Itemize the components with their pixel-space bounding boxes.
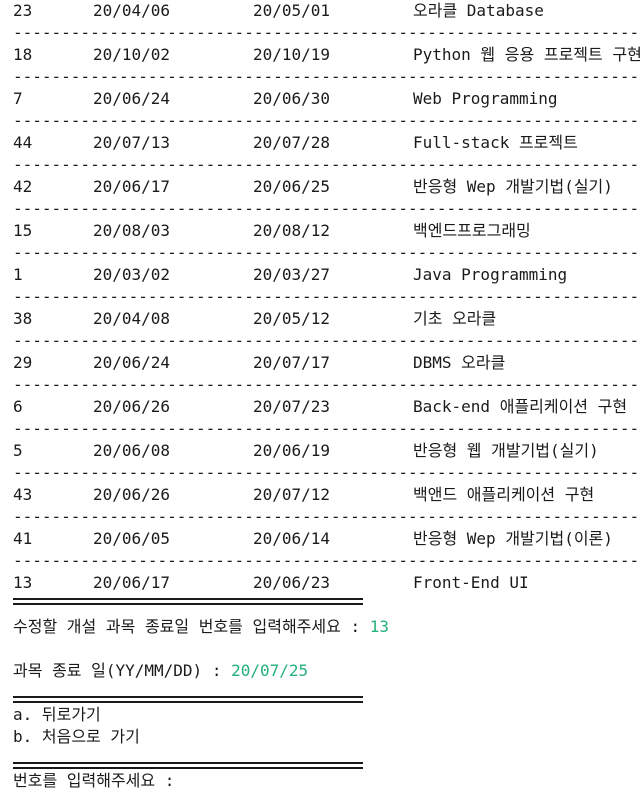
console-output: 23 20/04/06 20/05/01 오라클 Database ----------…: [13, 0, 640, 792]
course-end-date: 20/06/19: [253, 441, 331, 460]
table-row: 38 20/04/08 20/05/12 기초 오라클: [13, 308, 640, 330]
course-name: Java Programming: [413, 265, 568, 284]
double-separator: [13, 594, 640, 616]
table-row: 6 20/06/26 20/07/23 Back-end 애플리케이션 구현: [13, 396, 640, 418]
dashed-separator: ----------------------------------------…: [13, 155, 640, 174]
select-course-input[interactable]: 13: [369, 617, 390, 636]
dashed-separator: ----------------------------------------…: [13, 111, 640, 130]
table-row: 13 20/06/17 20/06/23 Front-End UI: [13, 572, 640, 594]
end-date-input[interactable]: 20/07/25: [231, 661, 309, 680]
course-name: Web Programming: [413, 89, 558, 108]
course-id: 38: [13, 309, 33, 328]
course-start-date: 20/06/26: [93, 485, 171, 504]
table-row: 7 20/06/24 20/06/30 Web Programming: [13, 88, 640, 110]
course-end-date: 20/07/12: [253, 485, 331, 504]
course-start-date: 20/06/24: [93, 353, 171, 372]
course-name: 반응형 Wep 개발기법(이론): [413, 529, 613, 548]
course-end-date: 20/06/14: [253, 529, 331, 548]
course-name: DBMS 오라클: [413, 353, 506, 372]
number-prompt: 번호를 입력해주세요 :: [13, 770, 640, 792]
end-date-prompt: 과목 종료 일(YY/MM/DD) : 20/07/25: [13, 660, 640, 682]
table-row: 5 20/06/08 20/06/19 반응형 웹 개발기법(실기): [13, 440, 640, 462]
table-row: 15 20/08/03 20/08/12 백엔드프로그래밍: [13, 220, 640, 242]
course-list: 23 20/04/06 20/05/01 오라클 Database ----------…: [13, 0, 640, 594]
course-start-date: 20/03/02: [93, 265, 171, 284]
course-id: 41: [13, 529, 33, 548]
course-start-date: 20/06/05: [93, 529, 171, 548]
double-separator: [13, 748, 640, 770]
course-id: 15: [13, 221, 33, 240]
course-name: 기초 오라클: [413, 309, 497, 328]
blank-line: [13, 638, 640, 660]
course-id: 43: [13, 485, 33, 504]
course-start-date: 20/10/02: [93, 45, 171, 64]
course-end-date: 20/05/01: [253, 1, 331, 20]
course-id: 6: [13, 397, 23, 416]
table-row: 29 20/06/24 20/07/17 DBMS 오라클: [13, 352, 640, 374]
dashed-separator: ----------------------------------------…: [13, 419, 640, 438]
dashed-separator: ----------------------------------------…: [13, 507, 640, 526]
end-date-label: 과목 종료 일(YY/MM/DD) :: [13, 661, 232, 680]
table-row: 1 20/03/02 20/03/27 Java Programming: [13, 264, 640, 286]
course-start-date: 20/08/03: [93, 221, 171, 240]
course-name: 오라클 Database: [413, 1, 544, 20]
course-id: 23: [13, 1, 33, 20]
course-end-date: 20/10/19: [253, 45, 331, 64]
course-id: 5: [13, 441, 23, 460]
table-row: 44 20/07/13 20/07/28 Full-stack 프로젝트: [13, 132, 640, 154]
course-start-date: 20/04/06: [93, 1, 171, 20]
table-row: 18 20/10/02 20/10/19 Python 웹 응용 프로젝트 구현: [13, 44, 640, 66]
dashed-separator: ----------------------------------------…: [13, 199, 640, 218]
dashed-separator: ----------------------------------------…: [13, 463, 640, 482]
course-end-date: 20/08/12: [253, 221, 331, 240]
course-start-date: 20/06/08: [93, 441, 171, 460]
table-row: 41 20/06/05 20/06/14 반응형 Wep 개발기법(이론): [13, 528, 640, 550]
dashed-separator: ----------------------------------------…: [13, 23, 640, 42]
course-id: 1: [13, 265, 23, 284]
menu-item-home[interactable]: b. 처음으로 가기: [13, 727, 140, 746]
course-name: 반응형 웹 개발기법(실기): [413, 441, 599, 460]
course-end-date: 20/03/27: [253, 265, 331, 284]
course-end-date: 20/06/30: [253, 89, 331, 108]
course-id: 44: [13, 133, 33, 152]
course-id: 7: [13, 89, 23, 108]
course-end-date: 20/07/17: [253, 353, 331, 372]
dashed-separator: ----------------------------------------…: [13, 331, 640, 350]
course-name: Python 웹 응용 프로젝트 구현: [413, 45, 640, 64]
course-name: Back-end 애플리케이션 구현: [413, 397, 628, 416]
course-start-date: 20/06/24: [93, 89, 171, 108]
menu-item-back[interactable]: a. 뒤로가기: [13, 705, 101, 724]
dashed-separator: ----------------------------------------…: [13, 243, 640, 262]
course-end-date: 20/07/28: [253, 133, 331, 152]
dashed-separator: ----------------------------------------…: [13, 551, 640, 570]
table-row: 43 20/06/26 20/07/12 백앤드 애플리케이션 구현: [13, 484, 640, 506]
dashed-separator: ----------------------------------------…: [13, 67, 640, 86]
dashed-separator: ----------------------------------------…: [13, 375, 640, 394]
course-id: 42: [13, 177, 33, 196]
select-course-label: 수정할 개설 과목 종료일 번호를 입력해주세요 :: [13, 617, 370, 636]
course-end-date: 20/06/25: [253, 177, 331, 196]
select-course-prompt: 수정할 개설 과목 종료일 번호를 입력해주세요 : 13: [13, 616, 640, 638]
course-end-date: 20/06/23: [253, 573, 331, 592]
double-separator: [13, 682, 640, 704]
course-start-date: 20/06/26: [93, 397, 171, 416]
course-end-date: 20/05/12: [253, 309, 331, 328]
course-id: 29: [13, 353, 33, 372]
dashed-separator: ----------------------------------------…: [13, 287, 640, 306]
course-name: Front-End UI: [413, 573, 529, 592]
table-row: 42 20/06/17 20/06/25 반응형 Wep 개발기법(실기): [13, 176, 640, 198]
course-name: 백엔드프로그래밍: [413, 221, 531, 240]
course-start-date: 20/04/08: [93, 309, 171, 328]
course-id: 13: [13, 573, 33, 592]
course-id: 18: [13, 45, 33, 64]
course-name: 반응형 Wep 개발기법(실기): [413, 177, 613, 196]
number-prompt-label: 번호를 입력해주세요 :: [13, 771, 175, 790]
course-start-date: 20/06/17: [93, 573, 171, 592]
table-row: 23 20/04/06 20/05/01 오라클 Database: [13, 0, 640, 22]
course-name: Full-stack 프로젝트: [413, 133, 578, 152]
course-name: 백앤드 애플리케이션 구현: [413, 485, 595, 504]
course-end-date: 20/07/23: [253, 397, 331, 416]
course-start-date: 20/07/13: [93, 133, 171, 152]
course-start-date: 20/06/17: [93, 177, 171, 196]
